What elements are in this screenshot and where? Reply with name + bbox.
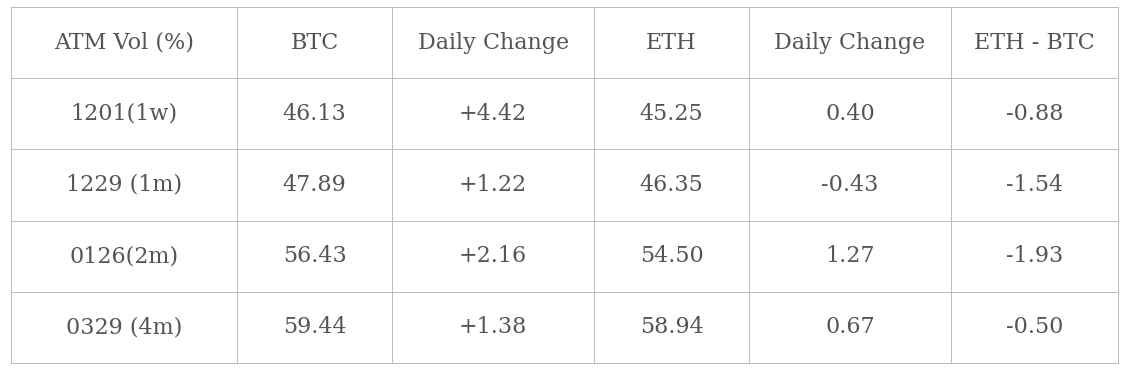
Text: 47.89: 47.89 (282, 174, 347, 196)
Text: ATM Vol (%): ATM Vol (%) (54, 32, 194, 54)
Text: Daily Change: Daily Change (418, 32, 569, 54)
Text: 59.44: 59.44 (283, 316, 347, 338)
Text: +1.22: +1.22 (460, 174, 527, 196)
Text: 54.50: 54.50 (640, 245, 703, 267)
Text: 46.13: 46.13 (282, 103, 347, 125)
Text: 1.27: 1.27 (825, 245, 875, 267)
Text: -1.93: -1.93 (1006, 245, 1064, 267)
Text: -1.54: -1.54 (1006, 174, 1064, 196)
Text: +4.42: +4.42 (460, 103, 527, 125)
Text: 0126(2m): 0126(2m) (70, 245, 178, 267)
Text: 58.94: 58.94 (640, 316, 703, 338)
Text: 1201(1w): 1201(1w) (71, 103, 178, 125)
Text: -0.88: -0.88 (1006, 103, 1064, 125)
Text: 0.40: 0.40 (825, 103, 875, 125)
Text: 0329 (4m): 0329 (4m) (67, 316, 183, 338)
Text: 46.35: 46.35 (640, 174, 703, 196)
Text: ETH: ETH (646, 32, 697, 54)
Text: +1.38: +1.38 (458, 316, 527, 338)
Text: 56.43: 56.43 (282, 245, 347, 267)
Text: ETH - BTC: ETH - BTC (974, 32, 1095, 54)
Text: -0.50: -0.50 (1006, 316, 1064, 338)
Text: BTC: BTC (290, 32, 339, 54)
Text: Daily Change: Daily Change (774, 32, 926, 54)
Text: 0.67: 0.67 (825, 316, 875, 338)
Text: +2.16: +2.16 (460, 245, 527, 267)
Text: 45.25: 45.25 (640, 103, 703, 125)
Text: -0.43: -0.43 (821, 174, 878, 196)
Text: 1229 (1m): 1229 (1m) (67, 174, 183, 196)
